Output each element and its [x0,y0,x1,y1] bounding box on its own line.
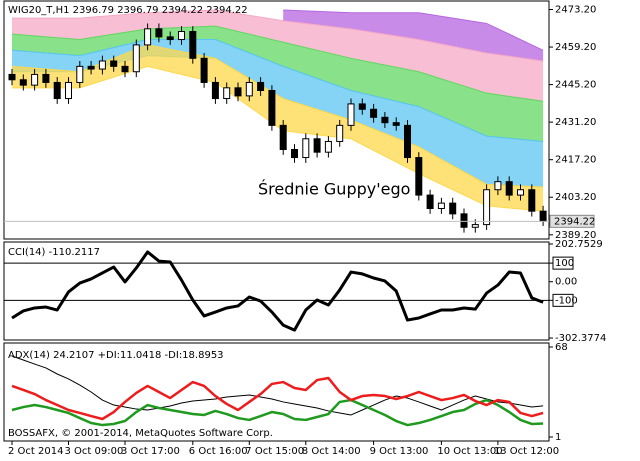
candle-body [42,73,50,83]
y-tick-label: 2445.20 [555,80,596,91]
level-label-box [552,256,574,270]
candle-body [483,189,491,226]
candle-body [189,31,197,59]
candle-body [178,31,185,41]
guppy-edge [11,25,544,102]
y-tick-label: 2473.20 [555,5,596,16]
last-price-box [549,214,595,228]
guppy-band [12,10,544,102]
y-tick-label: 2403.20 [555,192,596,203]
x-tick-label: 3 Oct 09:00 [65,446,124,457]
candle-body [110,60,118,67]
guppy-band [12,26,544,142]
candle-body [31,73,39,86]
panel-title: WIG20_T,H1 2396.79 2396.79 2394.22 2394.… [8,5,248,16]
candle-body [426,194,434,210]
candle-body [8,73,16,81]
candle-body [200,57,208,83]
candle-body [437,202,445,210]
panel-title: ADX(14) 24.2107 +DI:11.0418 -DI:18.8953 [8,350,224,361]
candle-body [358,103,366,110]
guppy-band [283,10,544,61]
y-tick-label: 2431.20 [555,117,596,128]
candle-body [313,138,321,153]
candle-body [257,81,265,91]
y-tick-label: 2389.20 [555,230,596,241]
y-tick-label: 100 [555,258,574,269]
candle-body [53,81,61,100]
x-tick-label: 10 Oct 13:00 [437,446,502,457]
candle-body [494,181,502,191]
x-tick-label: 2 Oct 2014 [8,446,63,457]
candle-body [166,36,174,41]
line [11,355,544,416]
guppy-band [12,39,544,188]
y-tick-label: 68 [555,342,568,353]
candle-body [528,189,536,212]
candle-body [234,87,242,97]
candle-body [211,81,219,100]
candle-body [392,122,400,126]
guppy-edge [12,9,544,62]
annotation: Średnie Guppy'ego [258,180,410,199]
cci-panel [3,241,550,341]
candle-body [370,108,378,118]
line [11,250,544,332]
y-tick-label: -100 [555,295,578,306]
x-tick-label: 8 Oct 14:00 [302,446,361,457]
candle-body [336,124,344,142]
candle-body [268,90,276,126]
y-tick-label: 0.00 [555,277,577,288]
y-tick-label: 202.7529 [555,239,603,250]
candle-body [223,87,231,100]
guppy-edge [283,9,544,51]
candle-body [76,65,84,83]
x-tick-label: 3 Oct 17:00 [121,446,180,457]
candle-body [460,213,468,228]
x-tick-label: 6 Oct 16:00 [189,446,248,457]
candle-body [302,138,310,159]
candle-body [324,140,332,153]
candle-body [144,28,152,46]
panel-title: CCI(14) -110.2117 [8,247,100,258]
candle-body [155,28,163,38]
level-label-box [552,293,574,307]
candle-body [65,81,72,100]
y-tick-label: 2459.20 [555,42,596,53]
candle-body [539,210,547,222]
candle-body [347,103,355,126]
candle-body [87,65,95,70]
x-tick-label: 7 Oct 15:00 [245,446,304,457]
line [11,398,544,427]
candle-body [404,124,411,159]
candle-body [471,224,479,228]
watermark: BOSSAFX, © 2001-2014, MetaQuotes Softwar… [8,428,273,439]
y-tick-label: -302.3774 [555,333,606,344]
candle-body [449,202,457,215]
line [11,376,544,421]
guppy-edge [11,39,544,142]
candle-body [19,79,27,86]
y-tick-label: 1 [555,432,561,443]
candle-body [98,60,106,70]
candle-body [505,181,513,196]
candle-body [245,81,253,97]
x-tick-label: 9 Oct 13:00 [370,446,429,457]
x-tick-label: 13 Oct 12:00 [494,446,559,457]
candle-body [291,149,298,159]
candle-body [381,116,389,124]
candle-body [121,65,129,73]
y-tick-label: 2417.20 [555,155,596,166]
candle-body [132,44,140,73]
last-price-label: 2394.22 [554,216,595,227]
candle-body [415,157,423,196]
candle-body [279,124,287,151]
candle-body [517,189,524,196]
